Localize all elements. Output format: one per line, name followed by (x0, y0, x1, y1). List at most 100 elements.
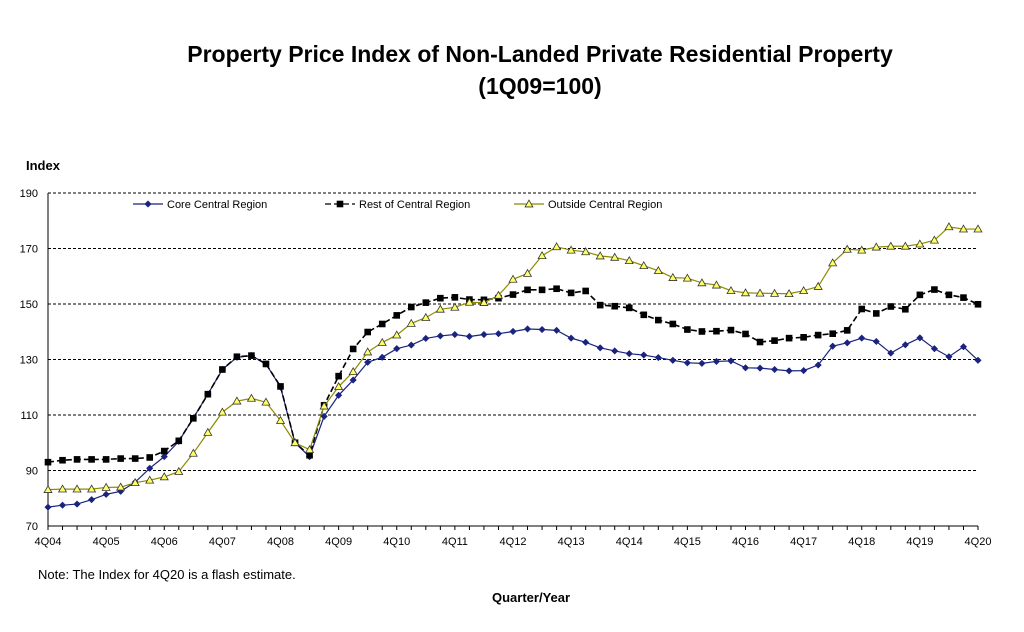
data-point (392, 330, 402, 339)
data-point (916, 291, 924, 299)
data-point (188, 448, 198, 457)
data-point (858, 334, 866, 342)
data-point (334, 381, 344, 391)
data-point (829, 330, 836, 337)
data-point (552, 326, 561, 335)
data-point (232, 396, 242, 405)
data-point (275, 415, 286, 424)
data-point (595, 251, 605, 260)
data-point (785, 367, 793, 375)
x-tick-label: 4Q08 (267, 536, 294, 548)
x-tick-label: 4Q18 (848, 536, 875, 548)
data-point (451, 330, 459, 339)
data-point (624, 256, 634, 265)
data-point (814, 361, 822, 369)
data-point (87, 495, 96, 504)
x-tick-label: 4Q16 (732, 536, 759, 548)
data-point (290, 438, 300, 447)
data-point (145, 475, 155, 484)
data-point (625, 350, 633, 358)
data-point (102, 490, 110, 499)
data-point (277, 383, 284, 390)
data-point (871, 242, 881, 251)
data-point (493, 290, 504, 299)
data-point (436, 332, 444, 340)
data-point (464, 297, 474, 306)
data-point (233, 353, 241, 361)
data-point (872, 337, 880, 346)
data-point (58, 501, 67, 509)
legend-item: Rest of Central Region (325, 199, 470, 211)
data-point (378, 353, 386, 361)
data-point (974, 356, 982, 364)
data-point (727, 357, 735, 365)
data-point (843, 327, 851, 334)
data-point (349, 376, 357, 384)
data-point (57, 484, 68, 493)
data-point (654, 353, 662, 362)
data-point (480, 330, 488, 339)
data-point (567, 334, 575, 342)
data-point (684, 326, 691, 333)
data-point (582, 287, 589, 295)
data-point (524, 286, 531, 294)
data-point (102, 456, 110, 463)
data-point (494, 330, 503, 338)
data-point (217, 407, 227, 416)
data-point (378, 320, 386, 328)
data-point (422, 334, 430, 343)
data-point (800, 334, 807, 341)
data-point (146, 454, 154, 461)
data-point (829, 342, 837, 350)
data-point (144, 200, 152, 208)
data-point (523, 325, 532, 333)
data-point (465, 332, 474, 341)
data-point (73, 500, 81, 508)
data-point (581, 247, 591, 256)
data-point (799, 285, 809, 295)
data-point (610, 252, 620, 261)
data-point (944, 222, 954, 231)
data-point (363, 347, 373, 356)
data-point (756, 364, 764, 372)
x-tick-label: 4Q14 (616, 536, 643, 548)
legend: Core Central Region Rest of Central Regio… (133, 199, 662, 211)
data-point (175, 437, 183, 445)
data-point (711, 280, 722, 289)
data-point (348, 367, 358, 376)
x-tick-label: 4Q11 (442, 536, 468, 548)
data-point (407, 303, 415, 311)
data-point (669, 356, 677, 364)
data-point (858, 305, 866, 313)
data-point (248, 352, 255, 359)
data-point (336, 200, 344, 208)
data-point (72, 484, 82, 493)
data-point (770, 365, 779, 374)
data-point (596, 301, 604, 309)
data-point (973, 224, 983, 233)
data-point (640, 351, 648, 359)
data-point (117, 455, 124, 462)
data-point (204, 390, 212, 398)
data-point (116, 482, 126, 491)
data-point (669, 320, 677, 328)
data-point (509, 327, 517, 336)
data-point (552, 242, 562, 251)
data-point (406, 318, 416, 327)
data-point (437, 294, 444, 302)
data-point (930, 345, 939, 353)
data-point (422, 299, 430, 306)
data-point (931, 286, 938, 293)
x-axis-label: Quarter/Year (492, 590, 571, 605)
x-tick-label: 4Q09 (325, 536, 352, 548)
data-point (421, 312, 431, 321)
data-point (945, 291, 953, 299)
data-point (698, 359, 706, 368)
data-point (872, 310, 880, 317)
data-point (335, 372, 342, 380)
data-point (974, 300, 982, 308)
data-point (713, 327, 720, 335)
legend-label: Rest of Central Region (359, 199, 470, 211)
data-point (727, 326, 735, 334)
data-point (319, 401, 329, 410)
